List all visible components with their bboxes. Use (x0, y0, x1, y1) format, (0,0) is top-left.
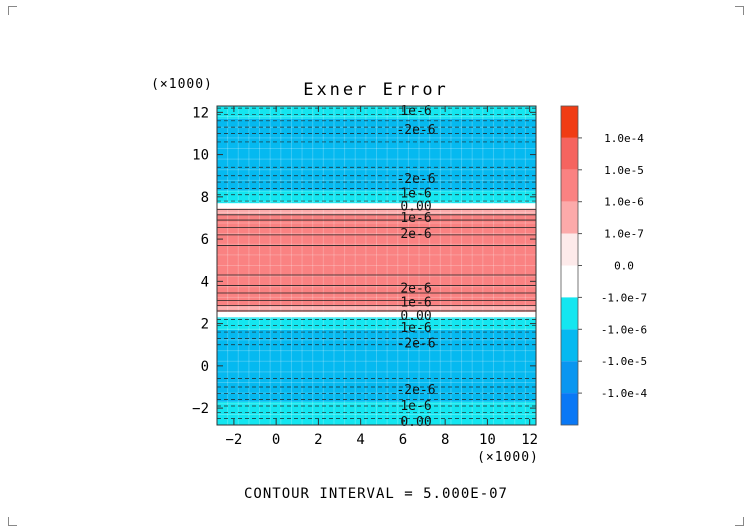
y-axis-multiplier: (×1000) (151, 77, 213, 92)
plot-frame (216, 105, 537, 426)
contour-label: 2e-6 (400, 227, 431, 242)
colorbar-label: -1.0e-6 (601, 323, 647, 336)
contour-label: -2e-6 (396, 337, 435, 352)
contour-label: 1e-6 (400, 321, 431, 336)
y-tick-label: 4 (201, 274, 209, 290)
colorbar-label: 1.0e-4 (604, 132, 644, 145)
colorbar-band-0 (561, 106, 578, 138)
contour-band-1 (217, 401, 536, 415)
x-tick-label: 12 (521, 432, 538, 448)
contour-label: 1e-6 (400, 104, 431, 119)
corner-mark-tl (8, 6, 17, 15)
contour-band-0 (217, 414, 536, 425)
contour-label: -2e-6 (396, 383, 435, 398)
contour-band-11 (217, 106, 536, 119)
colorbar-band-7 (561, 329, 578, 362)
x-tick-label: 4 (356, 432, 364, 448)
colorbar-label: -1.0e-5 (601, 355, 647, 368)
x-tick-label: 0 (272, 432, 280, 448)
contour-band-6 (217, 214, 536, 306)
x-tick-label: 8 (441, 432, 449, 448)
colorbar-label: 0.0 (614, 260, 634, 273)
colorbar-band-4 (561, 233, 578, 266)
corner-mark-tr (735, 6, 744, 15)
contour-label: 1e-6 (400, 211, 431, 226)
colorbar-label: -1.0e-4 (601, 387, 648, 400)
y-tick-label: −2 (192, 401, 209, 417)
contour-label: 1e-6 (400, 187, 431, 202)
corner-mark-br (735, 517, 744, 526)
colorbar-band-2 (561, 169, 578, 202)
x-tick-label: 10 (479, 432, 496, 448)
colorbar-band-1 (561, 137, 578, 170)
y-tick-label: 10 (192, 148, 209, 164)
colorbar-label: 1.0e-5 (604, 164, 644, 177)
colorbar-label: 1.0e-7 (604, 228, 644, 241)
x-axis-multiplier: (×1000) (477, 450, 539, 465)
colorbar-band-6 (561, 297, 578, 330)
colorbar-label: -1.0e-7 (601, 291, 647, 304)
contour-band-10 (217, 118, 536, 191)
colorbar-band-8 (561, 361, 578, 394)
contour-band-4 (217, 311, 536, 318)
contour-label: -2e-6 (396, 123, 435, 138)
colorbar-band-9 (561, 393, 578, 425)
contour-band-7 (217, 208, 536, 215)
contour-label: 1e-6 (400, 399, 431, 414)
contour-band-2 (217, 329, 536, 402)
y-tick-label: 6 (201, 232, 209, 248)
colorbar-band-3 (561, 201, 578, 234)
corner-mark-bl (8, 517, 17, 526)
x-tick-label: 6 (399, 432, 407, 448)
colorbar-label: 1.0e-6 (604, 196, 644, 209)
contour-label: 0.00 (400, 415, 431, 430)
x-tick-label: −2 (225, 432, 242, 448)
x-tick-label: 2 (314, 432, 322, 448)
contour-label: 0.00 (400, 199, 431, 214)
chart-title: Exner Error (303, 80, 449, 100)
contour-label: 1e-6 (400, 295, 431, 310)
y-tick-label: 0 (201, 359, 209, 375)
contour-band-9 (217, 190, 536, 204)
contour-band-3 (217, 317, 536, 330)
contour-label: 2e-6 (400, 282, 431, 297)
y-tick-label: 8 (201, 190, 209, 206)
contour-label: 0.00 (400, 309, 431, 324)
contour-band-5 (217, 305, 536, 312)
contour-band-8 (217, 203, 536, 209)
y-tick-label: 12 (192, 105, 209, 121)
contour-label: -2e-6 (396, 172, 435, 187)
colorbar-band-5 (561, 265, 578, 298)
contour-interval-label: CONTOUR INTERVAL = 5.000E-07 (244, 486, 508, 502)
y-tick-label: 2 (201, 317, 209, 333)
